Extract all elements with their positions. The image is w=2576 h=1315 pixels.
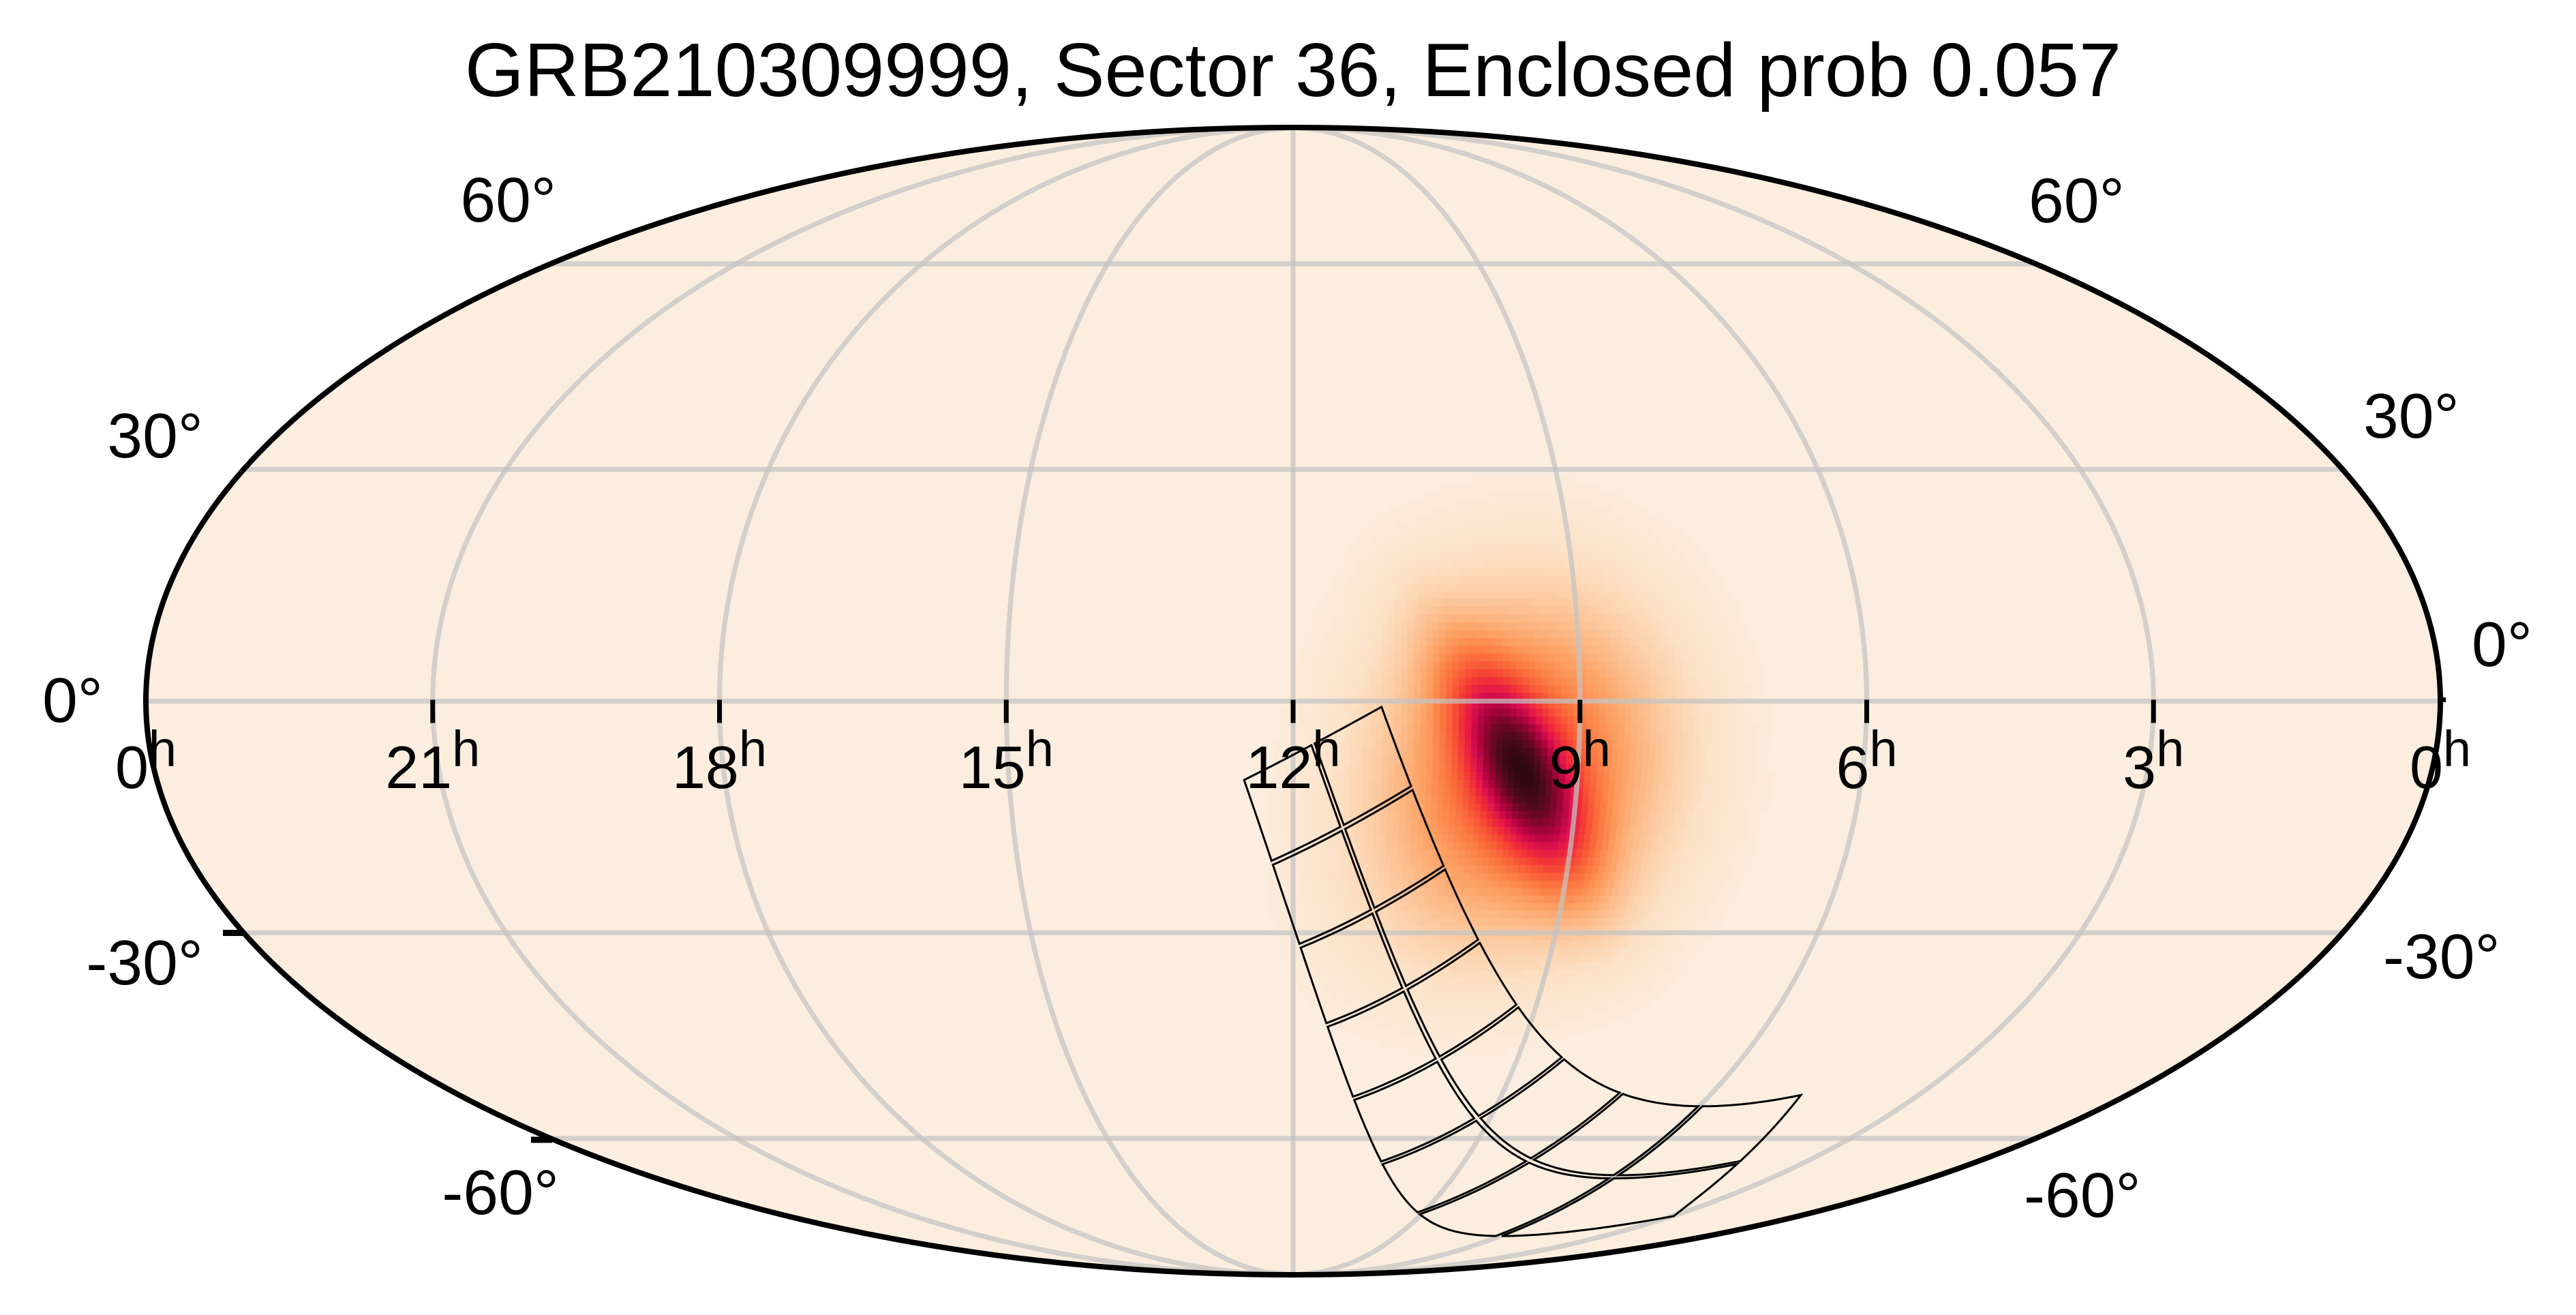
svg-text:21h: 21h	[385, 721, 480, 801]
svg-text:3h: 3h	[2123, 721, 2184, 801]
svg-text:30°: 30°	[107, 400, 203, 471]
svg-text:60°: 60°	[2029, 165, 2125, 236]
svg-text:-30°: -30°	[2383, 921, 2500, 992]
svg-text:-60°: -60°	[2024, 1160, 2141, 1230]
svg-text:30°: 30°	[2363, 380, 2459, 451]
svg-text:-60°: -60°	[442, 1157, 559, 1228]
svg-text:60°: 60°	[460, 164, 556, 235]
svg-text:0h: 0h	[115, 721, 177, 801]
svg-text:GRB210309999, Sector 36, Enclo: GRB210309999, Sector 36, Enclosed prob 0…	[465, 27, 2121, 112]
svg-text:-30°: -30°	[86, 927, 203, 998]
svg-text:0°: 0°	[2472, 609, 2532, 680]
svg-text:18h: 18h	[672, 721, 767, 801]
svg-text:0°: 0°	[42, 665, 103, 736]
